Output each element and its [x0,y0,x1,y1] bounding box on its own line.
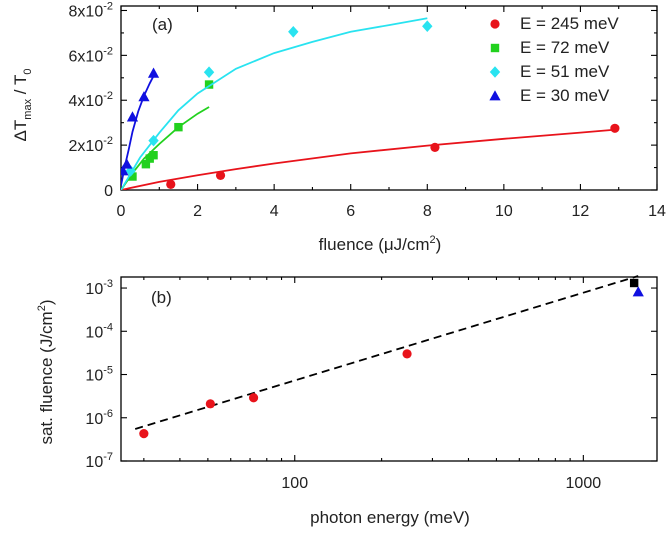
y-tick-label: 4x10-2 [69,90,113,110]
y-tick-label: 8x10-2 [69,0,113,20]
y-tick-label: 0 [104,183,113,200]
data-point [139,429,149,439]
data-point [205,399,215,409]
y-tick-label: 10-4 [85,321,113,341]
legend-marker [490,43,500,53]
data-point [629,278,639,288]
data-point [610,123,620,133]
x-tick-label: 8 [423,203,432,220]
trend-line [134,275,639,430]
x-tick-label: 1000 [566,475,602,492]
y-tick-label: 10-5 [85,365,113,385]
data-point [174,122,183,132]
y-axis-label: sat. fluence (J/cm2) [36,299,56,444]
data-point [288,26,299,38]
panel-label: (b) [151,288,172,307]
data-point [147,67,160,78]
plot-frame [120,276,658,462]
y-tick-label: 10-6 [85,408,113,428]
y-axis-label: ΔTmax / T0 [11,69,34,142]
x-tick-label: 12 [572,203,590,220]
legend-marker [489,90,501,101]
x-tick-label: 2 [193,203,202,220]
y-tick-label: 10-3 [85,278,113,298]
data-point [422,20,433,32]
data-point [128,172,137,181]
legend-label: E = 72 meV [520,38,610,57]
legend-marker [490,19,500,29]
panel-label: (a) [152,15,173,34]
plot-area [134,275,644,439]
data-point [632,286,644,297]
data-point [203,66,215,78]
data-point [138,91,150,102]
data-point [149,151,158,160]
y-tick-label: 10-7 [85,451,113,471]
x-tick-label: 14 [648,203,666,220]
panel-b: 100 1000 10-7 10-6 10-5 10-4 10-3 photon energy… [36,275,658,527]
data-point [141,159,151,169]
x-tick-label: 10 [495,203,513,220]
x-tick-label: 4 [270,203,279,220]
legend-label: E = 30 meV [520,86,610,105]
x-axis-label: photon energy (meV) [310,508,470,527]
x-tick-label: 0 [117,203,126,220]
legend-label: E = 245 meV [520,14,619,33]
data-point [121,158,133,169]
data-point [148,134,159,147]
fit-line [121,128,619,190]
data-point [402,349,412,359]
x-tick-label: 100 [281,475,308,492]
data-point [166,179,176,189]
data-point [248,393,259,403]
x-axis-label: fluence (μJ/cm2) [319,234,442,254]
plot-area [121,17,620,190]
x-tick-label: 6 [346,203,355,220]
data-point [215,170,226,181]
data-point [204,80,214,89]
data-point [430,142,440,152]
data-point [126,111,139,122]
y-tick-label: 2x10-2 [69,135,113,155]
legend-marker [489,66,501,78]
legend-label: E = 51 meV [520,62,610,81]
y-tick-label: 6x10-2 [69,45,113,65]
data-point [125,165,136,177]
panel-a: 0 2 4 6 8 10 12 14 0 2x10-2 4x10-2 6x10-2 8x10-2 flue… [11,0,666,254]
